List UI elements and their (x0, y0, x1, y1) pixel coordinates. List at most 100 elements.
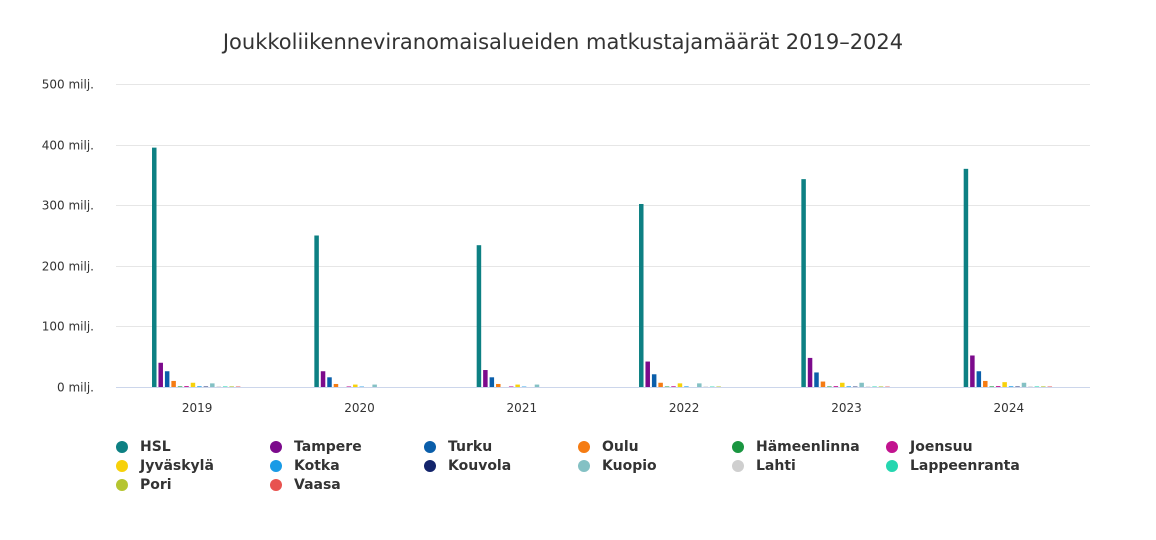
bar-jyväskylä-2019[interactable] (190, 382, 196, 387)
bar-jyväskylä-2024[interactable] (1002, 382, 1007, 387)
x-axis-tick-labels: 2019 2020 2021 2022 2023 2024 (182, 401, 1024, 415)
bar-joensuu-2020[interactable] (346, 386, 352, 387)
bar-tampere-2020[interactable] (320, 371, 326, 387)
legend-item[interactable]: Kotka (270, 458, 422, 474)
legend-swatch-icon (578, 459, 590, 472)
legend-row: Pori Vaasa (116, 475, 1116, 494)
bar-kuopio-2019[interactable] (210, 383, 215, 387)
y-gridlines (116, 84, 1090, 327)
bar-jyväskylä-2020[interactable] (353, 384, 358, 387)
bar-turku-2024[interactable] (976, 371, 982, 387)
bar-oulu-2023[interactable] (820, 381, 826, 387)
bar-lappeenranta-2019[interactable] (222, 386, 228, 387)
x-tick-label: 2019 (182, 401, 213, 415)
legend-item[interactable]: Lappeenranta (886, 458, 1038, 474)
legend-swatch-icon (886, 440, 898, 453)
bar-kuopio-2022[interactable] (697, 383, 702, 387)
bar-jyväskylä-2022[interactable] (677, 383, 683, 387)
legend-item[interactable]: Jyväskylä (116, 458, 268, 474)
bar-tampere-2022[interactable] (645, 361, 650, 387)
bar-joensuu-2021[interactable] (508, 386, 514, 387)
legend-item[interactable]: Lahti (732, 458, 884, 474)
y-tick-label: 300 milj. (42, 199, 94, 213)
bar-joensuu-2023[interactable] (833, 386, 839, 387)
bar-hsl-2021[interactable] (476, 245, 482, 387)
x-tick-label: 2023 (831, 401, 862, 415)
legend-label: Turku (448, 438, 493, 455)
bar-tampere-2023[interactable] (807, 357, 813, 387)
bar-tampere-2021[interactable] (483, 370, 488, 387)
bar-hämeenlinna-2023[interactable] (827, 386, 832, 387)
legend-row: Jyväskylä Kotka Kouvola Kuopio Lahti Lappeenr… (116, 456, 1116, 475)
legend-label: Vaasa (294, 476, 341, 493)
legend-label: Jyväskylä (140, 457, 214, 474)
bar-turku-2021[interactable] (489, 377, 495, 387)
bar-kuopio-2020[interactable] (372, 384, 377, 387)
bar-hsl-2024[interactable] (963, 168, 969, 387)
bar-tampere-2019[interactable] (158, 362, 163, 387)
bar-oulu-2020[interactable] (333, 383, 339, 387)
legend-swatch-icon (886, 459, 898, 472)
legend-label: Kotka (294, 457, 340, 474)
bar-lahti-2024[interactable] (1028, 386, 1033, 387)
legend-label: Lahti (756, 457, 796, 474)
bar-pori-2019[interactable] (229, 386, 234, 387)
bar-turku-2023[interactable] (814, 372, 819, 387)
legend-item[interactable]: Kouvola (424, 458, 576, 474)
x-tick-label: 2021 (507, 401, 538, 415)
bar-hsl-2022[interactable] (639, 203, 644, 387)
bar-joensuu-2022[interactable] (671, 386, 676, 387)
legend-item[interactable]: Tampere (270, 439, 422, 455)
bar-pori-2024[interactable] (1041, 386, 1046, 387)
bar-kuopio-2023[interactable] (859, 382, 864, 387)
legend-item[interactable]: Hämeenlinna (732, 439, 884, 455)
legend-label: HSL (140, 438, 171, 455)
legend-item[interactable]: Pori (116, 477, 268, 493)
bar-oulu-2022[interactable] (658, 382, 663, 387)
bar-turku-2019[interactable] (164, 371, 170, 387)
bar-hsl-2023[interactable] (801, 179, 806, 387)
legend-swatch-icon (424, 440, 436, 453)
bar-oulu-2019[interactable] (171, 380, 176, 387)
bar-kotka-2024[interactable] (1008, 386, 1014, 387)
bar-jyväskylä-2023[interactable] (840, 382, 845, 387)
legend-item[interactable]: Oulu (578, 439, 730, 455)
bar-lahti-2019[interactable] (216, 386, 222, 387)
bar-kotka-2019[interactable] (197, 386, 202, 387)
bar-series (152, 147, 1053, 388)
bar-hämeenlinna-2024[interactable] (989, 386, 994, 387)
bar-oulu-2024[interactable] (983, 380, 988, 387)
bar-kotka-2022[interactable] (684, 386, 689, 387)
bar-kotka-2023[interactable] (846, 386, 852, 387)
bar-hsl-2020[interactable] (314, 235, 319, 388)
legend-item[interactable]: Joensuu (886, 439, 1038, 455)
bar-tampere-2024[interactable] (970, 355, 975, 387)
legend-label: Hämeenlinna (756, 438, 860, 455)
bar-turku-2022[interactable] (651, 374, 657, 387)
bar-turku-2020[interactable] (327, 377, 332, 387)
bar-kuopio-2024[interactable] (1021, 382, 1027, 387)
legend-item[interactable]: HSL (116, 439, 268, 455)
y-tick-label: 400 milj. (42, 139, 94, 153)
bar-hsl-2019[interactable] (152, 147, 157, 387)
bar-jyväskylä-2021[interactable] (515, 384, 520, 387)
y-tick-label: 500 milj. (42, 78, 94, 92)
legend: HSL Tampere Turku Oulu Hämeenlinna Joensuu Jyv… (116, 437, 1116, 494)
y-tick-label: 0 milj. (57, 381, 94, 395)
bar-kuopio-2021[interactable] (534, 384, 540, 387)
bar-joensuu-2024[interactable] (995, 386, 1001, 387)
bar-oulu-2021[interactable] (496, 383, 501, 387)
bar-lappeenranta-2024[interactable] (1034, 386, 1040, 387)
bar-lahti-2023[interactable] (865, 386, 871, 387)
legend-swatch-icon (270, 459, 282, 472)
x-tick-label: 2022 (669, 401, 700, 415)
bar-hämeenlinna-2019[interactable] (177, 386, 183, 387)
legend-label: Pori (140, 476, 172, 493)
bar-pori-2023[interactable] (878, 386, 884, 387)
legend-item[interactable]: Turku (424, 439, 576, 455)
legend-item[interactable]: Kuopio (578, 458, 730, 474)
legend-item[interactable]: Vaasa (270, 477, 422, 493)
legend-swatch-icon (732, 440, 744, 453)
bar-joensuu-2019[interactable] (184, 386, 189, 387)
